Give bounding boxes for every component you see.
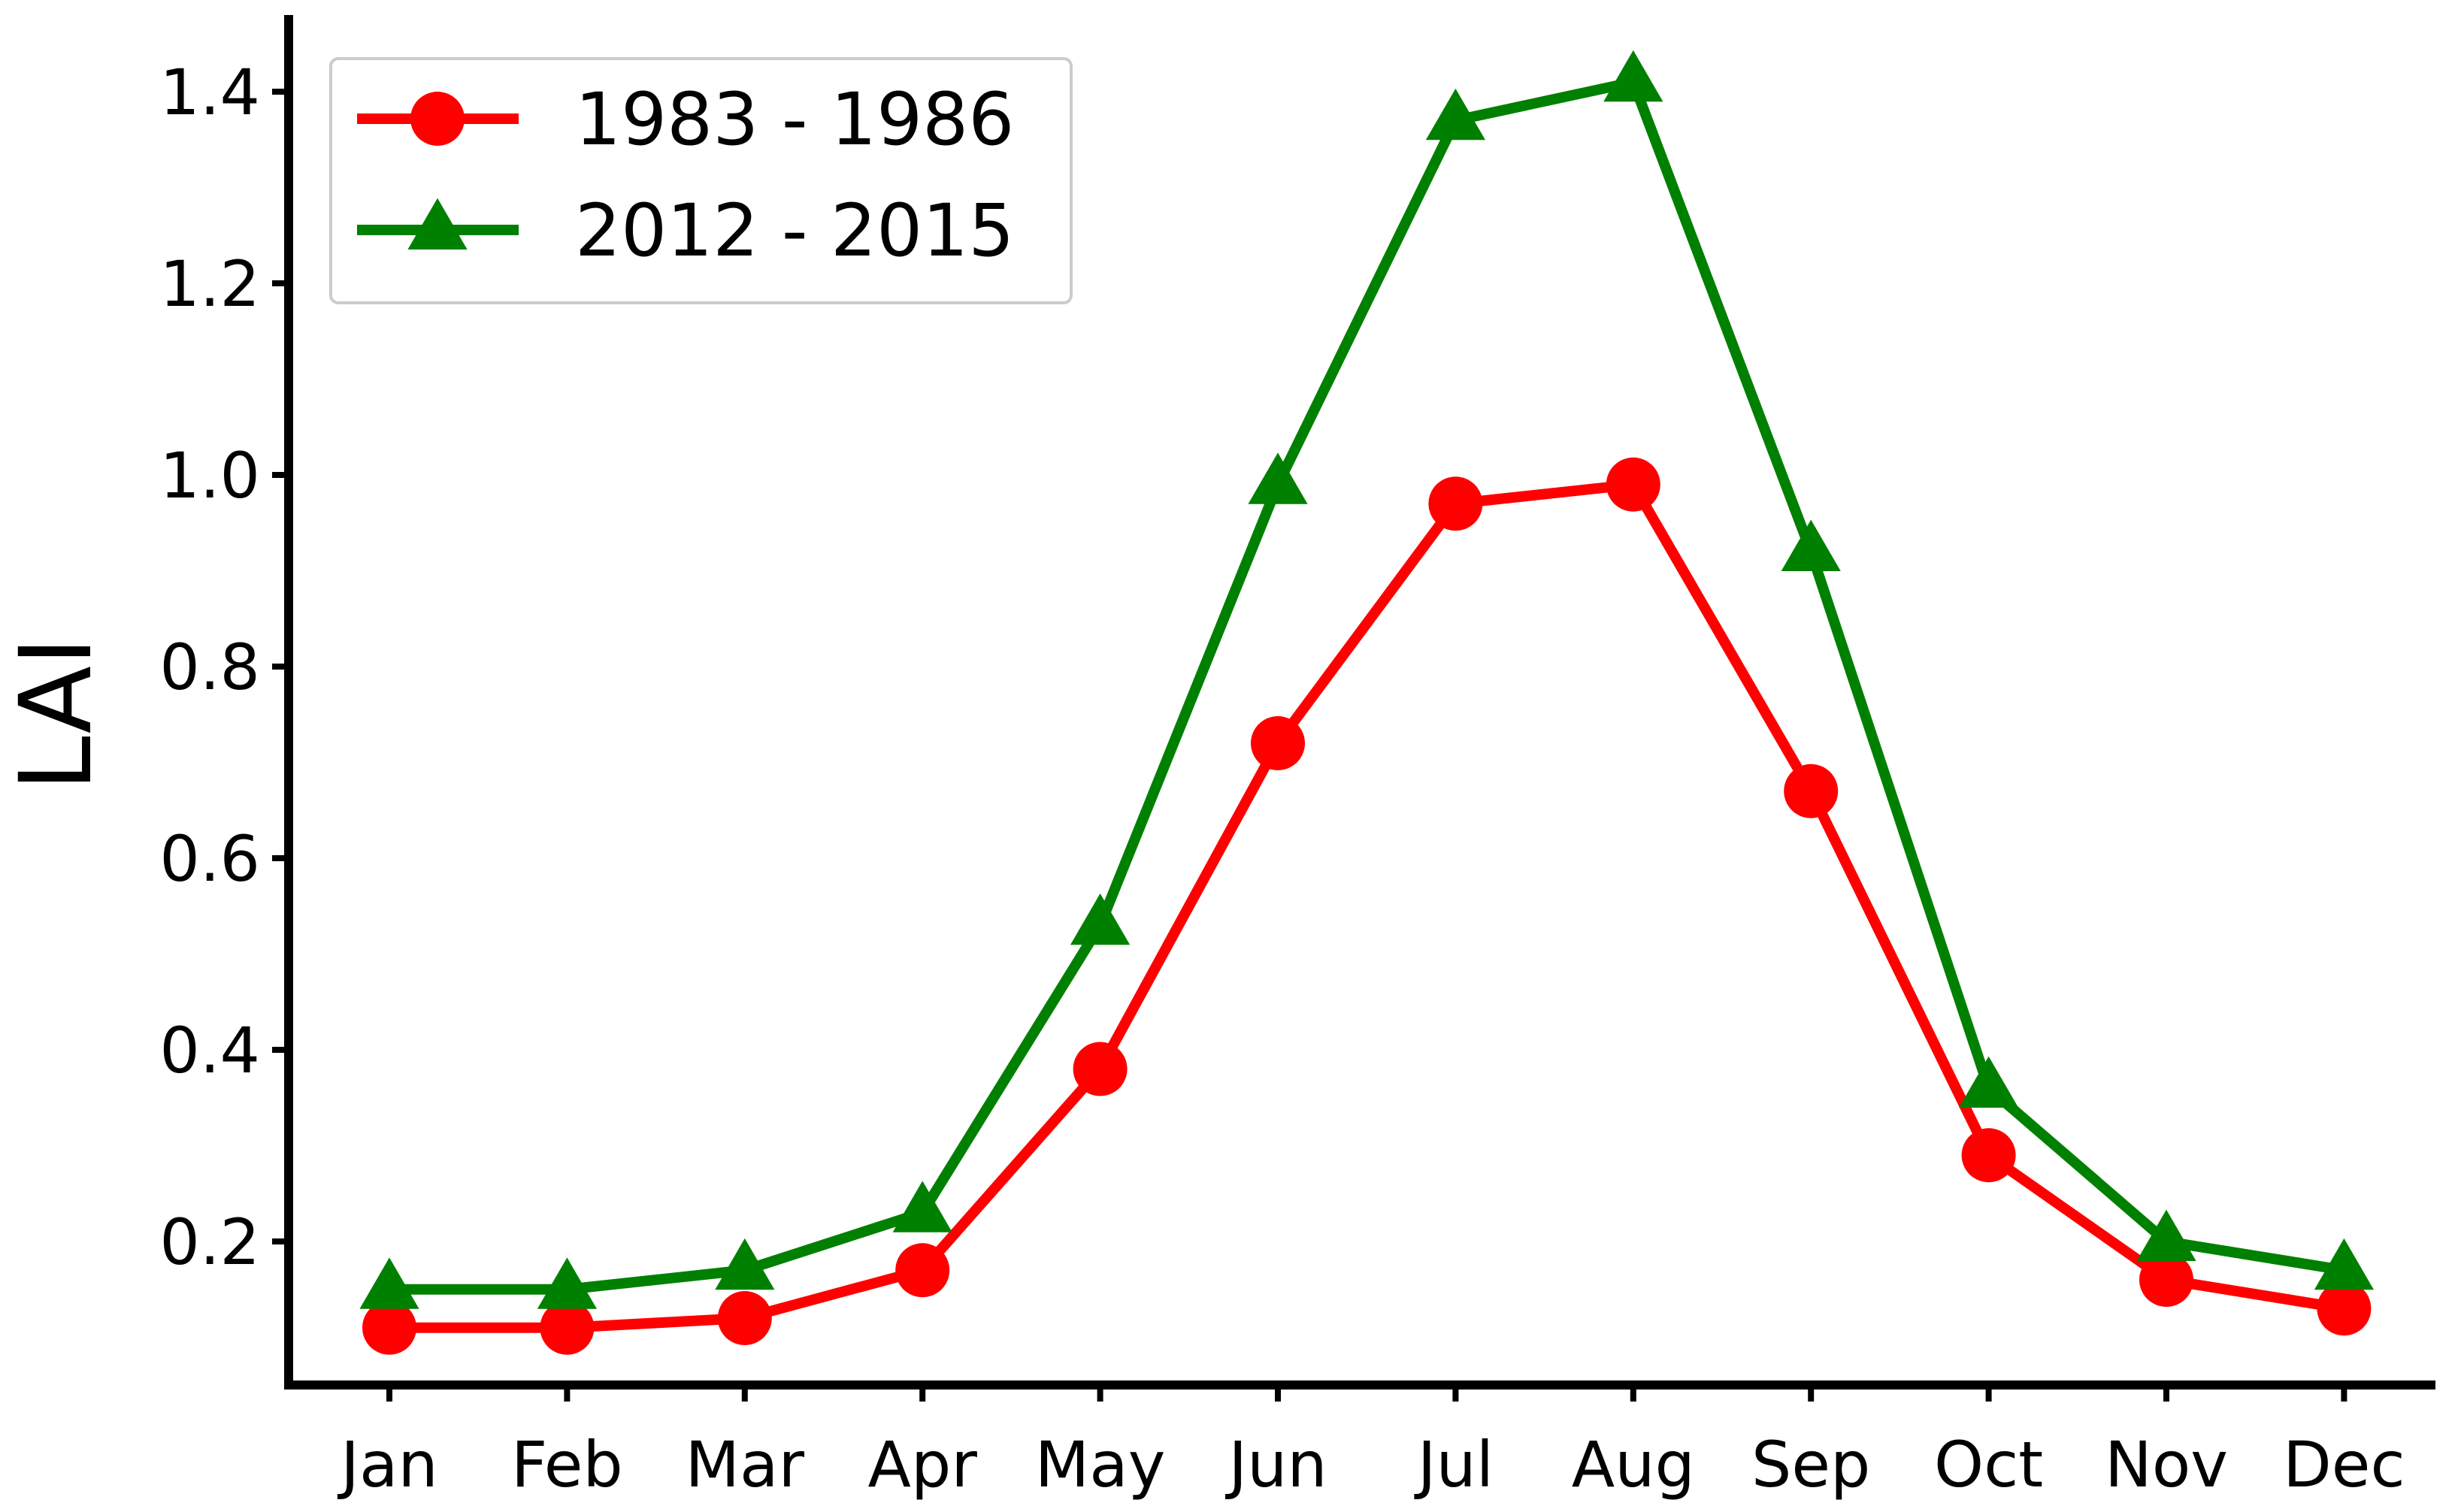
legend: 1983 - 1986 2012 - 2015 bbox=[329, 57, 1073, 304]
data-point bbox=[1781, 519, 1841, 571]
legend-label: 1983 - 1986 bbox=[575, 77, 1014, 162]
data-point bbox=[362, 1300, 416, 1355]
x-tick-label: Feb bbox=[511, 1428, 623, 1501]
y-tick-label: 1.2 bbox=[159, 247, 260, 321]
data-point bbox=[2314, 1238, 2374, 1290]
data-point bbox=[1251, 716, 1305, 770]
data-point bbox=[1070, 893, 1131, 945]
x-tick-label: Nov bbox=[2105, 1428, 2228, 1501]
y-tick-label: 1.0 bbox=[159, 439, 260, 513]
x-tick-label: Aug bbox=[1572, 1428, 1695, 1501]
series-2 bbox=[359, 50, 2374, 1309]
series-layer bbox=[359, 50, 2374, 1355]
x-ticks: Jan Feb Mar Apr May Jun Jul Aug Sep Oct Nov Dec bbox=[337, 1385, 2405, 1501]
x-tick-label: Oct bbox=[1934, 1428, 2043, 1501]
data-point bbox=[1073, 1042, 1128, 1096]
data-point bbox=[540, 1300, 595, 1355]
x-tick-label: Apr bbox=[868, 1428, 978, 1501]
x-tick-label: Sep bbox=[1751, 1428, 1870, 1501]
y-axis-label: LAI bbox=[0, 637, 114, 791]
legend-marker bbox=[410, 92, 465, 146]
data-point bbox=[1961, 1128, 2016, 1183]
legend-label: 2012 - 2015 bbox=[575, 189, 1014, 273]
axes bbox=[284, 15, 2435, 1390]
data-point bbox=[1606, 457, 1660, 512]
x-tick-label: Mar bbox=[686, 1428, 805, 1501]
legend-item: 1983 - 1986 bbox=[357, 77, 1014, 162]
y-tick-label: 0.6 bbox=[159, 822, 260, 896]
x-tick-label: May bbox=[1035, 1428, 1166, 1501]
x-tick-label: Jan bbox=[337, 1428, 438, 1501]
legend-marker bbox=[407, 198, 468, 249]
data-point bbox=[1428, 476, 1483, 531]
series-line bbox=[389, 77, 2345, 1295]
x-tick-label: Jul bbox=[1414, 1428, 1494, 1501]
y-tick-label: 1.4 bbox=[159, 56, 260, 129]
data-point bbox=[895, 1243, 950, 1298]
data-point bbox=[717, 1291, 772, 1345]
x-tick-label: Jun bbox=[1224, 1428, 1327, 1501]
data-point bbox=[1784, 764, 1839, 818]
legend-item: 2012 - 2015 bbox=[357, 189, 1014, 273]
data-point bbox=[892, 1181, 952, 1232]
y-ticks: 0.2 0.4 0.6 0.8 1.0 1.2 1.4 bbox=[159, 56, 289, 1279]
data-point bbox=[1959, 1056, 2019, 1108]
series-1 bbox=[362, 457, 2372, 1355]
series-line bbox=[389, 479, 2345, 1333]
y-tick-label: 0.4 bbox=[159, 1014, 260, 1087]
y-tick-label: 0.2 bbox=[159, 1205, 260, 1279]
data-point bbox=[2136, 1209, 2196, 1261]
data-point bbox=[1425, 88, 1485, 141]
y-tick-label: 0.8 bbox=[159, 631, 260, 704]
data-point bbox=[715, 1238, 775, 1290]
data-point bbox=[2317, 1281, 2372, 1336]
data-point bbox=[359, 1257, 419, 1309]
data-point bbox=[1603, 50, 1663, 102]
data-point bbox=[2139, 1253, 2193, 1307]
data-point bbox=[1248, 452, 1308, 504]
x-tick-label: Dec bbox=[2283, 1428, 2405, 1501]
data-point bbox=[537, 1257, 597, 1309]
